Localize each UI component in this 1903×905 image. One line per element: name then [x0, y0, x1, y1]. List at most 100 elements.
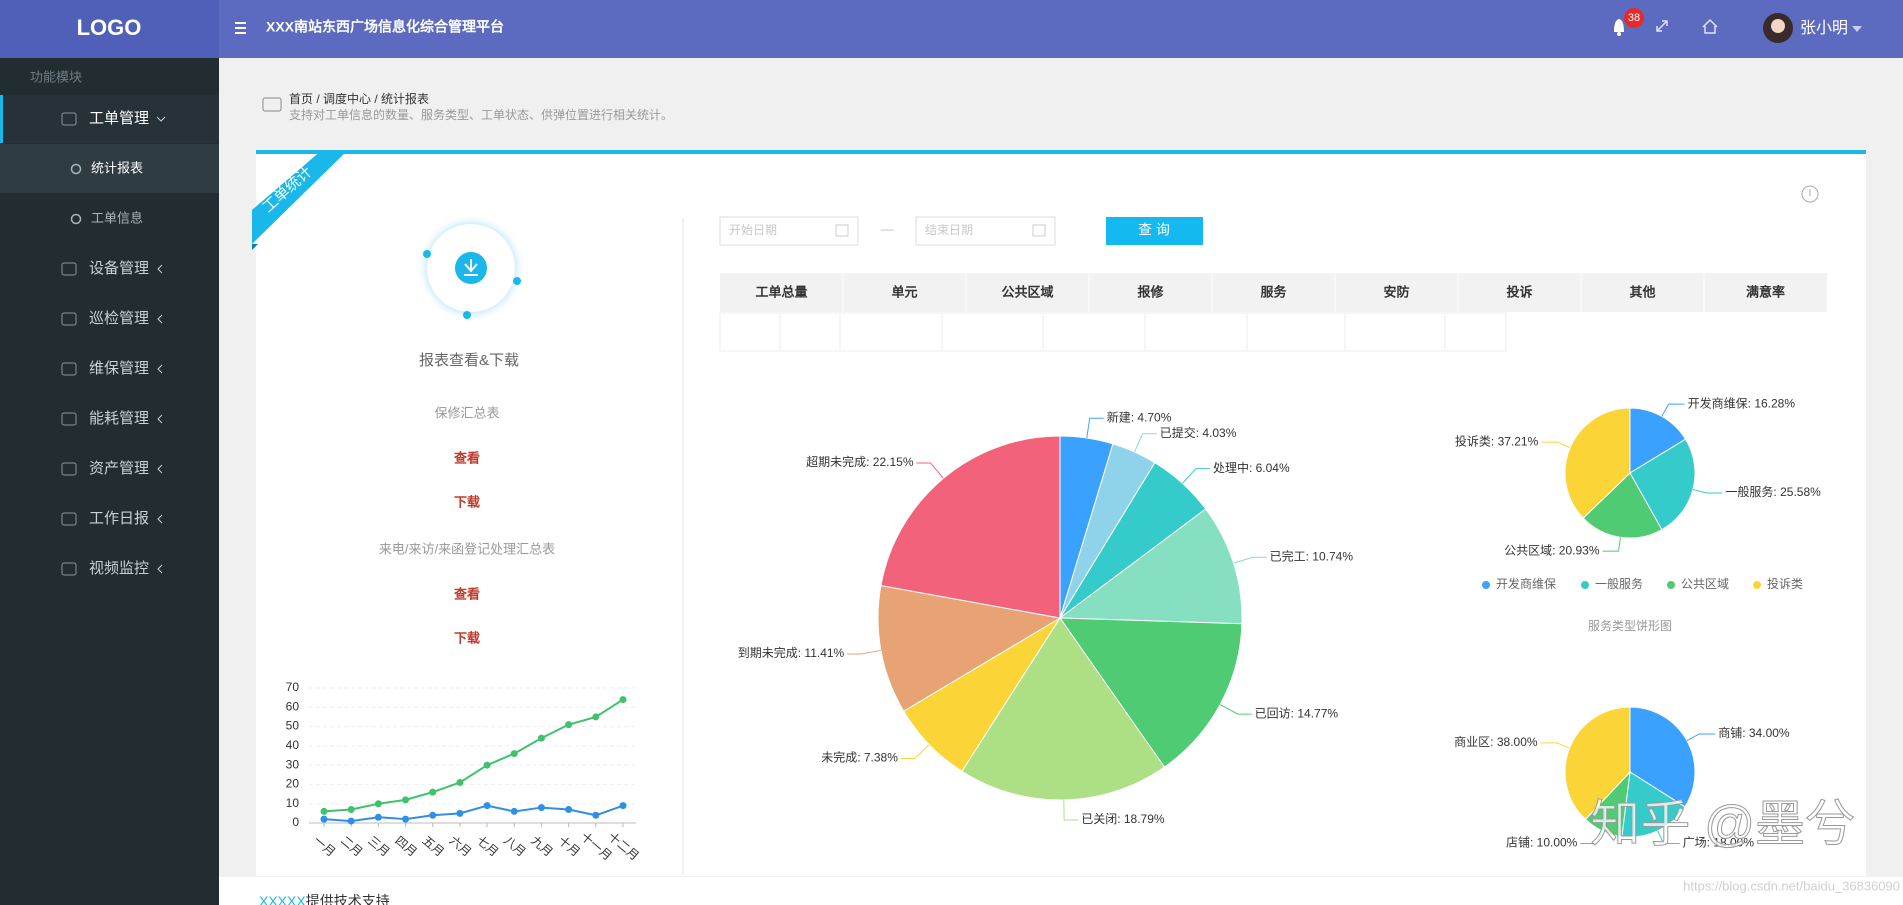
panel-top-border	[256, 150, 1866, 154]
orbit-dot	[513, 277, 521, 285]
footer	[219, 877, 1903, 905]
pie-label: 一般服务: 25.58%	[1725, 484, 1821, 499]
menu-item[interactable]: 巡检管理	[61, 310, 163, 327]
legend-dot	[1482, 581, 1490, 589]
menu-item[interactable]: 能耗管理	[61, 410, 163, 427]
line-series	[323, 804, 624, 823]
pie-slice	[1058, 508, 1243, 625]
legend-dot	[1753, 581, 1761, 589]
info-icon[interactable]	[1801, 185, 1819, 203]
menu-label: 视频监控	[89, 560, 149, 577]
menu-item[interactable]: 视频监控	[61, 560, 163, 577]
pie-leader	[1602, 537, 1622, 552]
menu-item[interactable]: 维保管理	[61, 360, 163, 377]
badge-count: 38	[1628, 12, 1640, 24]
menu-item[interactable]: 工作日报	[61, 510, 163, 527]
menu-icon	[61, 562, 77, 576]
y-tick-label: 30	[286, 757, 300, 771]
submenu-item[interactable]: 统计报表	[0, 144, 219, 193]
y-tick-label: 70	[286, 680, 300, 694]
submenu-dot	[70, 163, 82, 175]
table: 工单总量 单元 公共区域 报修 服务 安防 投诉 其他 满意率	[719, 273, 1827, 352]
pie-slice	[877, 584, 1062, 712]
menu-chevron	[157, 364, 163, 374]
menu-label: 设备管理	[89, 260, 149, 277]
pie-label: 处理中: 6.04%	[1213, 460, 1290, 475]
pie-slice	[880, 435, 1061, 619]
y-tick-label: 60	[286, 699, 300, 713]
table-header-cell: 其他	[1629, 284, 1655, 299]
home-icon	[1702, 18, 1718, 34]
menu-item[interactable]: 设备管理	[61, 260, 163, 277]
submenu-item[interactable]: 工单信息	[70, 210, 144, 225]
menu-icon	[61, 412, 77, 426]
bell[interactable]: 38	[1614, 8, 1644, 36]
home[interactable]	[1702, 18, 1718, 34]
table-header-cell: 报修	[1137, 284, 1164, 299]
line-point	[402, 796, 410, 804]
table-header-cell: 满意率	[1746, 284, 1785, 299]
report-download[interactable]: 下载	[454, 494, 480, 509]
user[interactable]: 张小明	[1763, 13, 1862, 43]
report-view[interactable]: 查看	[453, 586, 480, 601]
line-point	[429, 788, 437, 796]
report-download[interactable]: 下载	[454, 630, 480, 645]
footer-support: 提供技术支持	[306, 893, 390, 905]
header-title: XXX南站东西广场信息化综合管理平台	[266, 19, 504, 35]
line-point	[456, 809, 464, 817]
menu-icon	[61, 262, 77, 276]
table-header	[720, 273, 1827, 312]
line-point	[347, 806, 355, 813]
ribbon	[252, 150, 348, 244]
pie-label: 商铺: 34.00%	[1718, 725, 1790, 740]
menu-label: 资产管理	[89, 460, 149, 477]
menu-item[interactable]: 工单管理	[0, 95, 219, 143]
end-date[interactable]	[915, 216, 1056, 246]
pie-leader	[1182, 468, 1210, 484]
pie-leader	[1580, 830, 1603, 844]
line-point	[483, 802, 491, 810]
pie-leader	[1086, 417, 1104, 439]
logo: LOGO	[77, 15, 142, 40]
pie-label: 店铺: 10.00%	[1506, 836, 1578, 850]
query-label: 查 询	[1138, 222, 1170, 238]
orbit-dot	[463, 311, 471, 319]
pie-label: 新建: 4.70%	[1107, 409, 1172, 424]
legend-label: 开发商维保	[1496, 576, 1556, 591]
line-point	[565, 721, 573, 729]
menu-chevron	[157, 314, 163, 324]
line-series	[323, 698, 624, 813]
calendar-icon	[1032, 224, 1046, 237]
pie-leader	[1219, 704, 1252, 715]
breadcrumb: 首页 / 调度中心 / 统计报表	[289, 91, 429, 106]
pie-leader	[1233, 556, 1267, 564]
menu-toggle[interactable]	[235, 22, 246, 34]
start-date[interactable]	[719, 216, 859, 246]
pie-label: 公共区域: 20.93%	[1504, 543, 1600, 557]
download-arrow	[464, 259, 478, 276]
report-view[interactable]: 查看	[453, 450, 480, 465]
pie-leader	[1134, 433, 1157, 453]
menu-label: 维保管理	[89, 360, 149, 377]
fullscreen[interactable]	[1656, 20, 1668, 32]
menu-item[interactable]: 资产管理	[61, 460, 163, 477]
footer-text: XXXXX提供技术支持	[259, 893, 390, 905]
table-header-cell: 单元	[891, 284, 917, 299]
legend-label: 一般服务	[1595, 576, 1643, 591]
menu-icon	[61, 462, 77, 476]
menu-icon	[61, 362, 77, 376]
line-point	[510, 807, 518, 815]
menu-chevron	[157, 564, 163, 574]
legend-label: 投诉类	[1767, 576, 1803, 591]
menu-active-bg	[0, 95, 219, 143]
end-placeholder: 结束日期	[925, 223, 973, 237]
legend-dot	[1581, 581, 1589, 589]
start-placeholder: 开始日期	[729, 223, 777, 237]
query-button[interactable]	[1106, 217, 1203, 245]
y-tick-label: 10	[286, 796, 300, 810]
user-name: 张小明	[1800, 19, 1848, 37]
line-point	[374, 800, 382, 808]
line-point	[374, 813, 382, 821]
